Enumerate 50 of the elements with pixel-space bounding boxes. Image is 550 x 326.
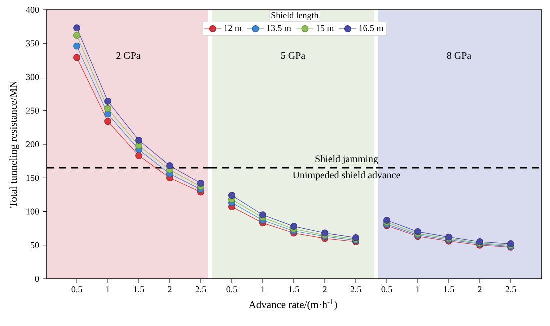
y-tick-label: 350	[26, 40, 40, 47]
y-tick-label: 300	[26, 74, 40, 80]
point	[74, 54, 81, 62]
x-tick-label: 1.5	[289, 286, 300, 293]
legend-label: 12 m	[224, 25, 242, 32]
point	[136, 136, 143, 144]
text: 5 GPa	[282, 52, 306, 60]
legend-title: Shield length	[272, 12, 319, 20]
point	[104, 98, 112, 105]
x-tick-label: 0.5	[72, 286, 82, 293]
y-tick-label: 50	[31, 242, 40, 248]
y-tick-label: 0	[35, 276, 40, 282]
point	[74, 32, 81, 40]
y-tick-label: 100	[26, 208, 40, 215]
legend-label: 15 m	[316, 25, 334, 32]
x-tick-label: 1	[262, 286, 265, 292]
point	[74, 24, 81, 32]
x-tick-label: 2.5	[506, 286, 516, 293]
x-tick-label: 1.5	[134, 286, 144, 293]
y-tick-label: 150	[26, 175, 40, 182]
x-tick-label: 0.5	[382, 286, 392, 293]
point	[290, 223, 298, 230]
point	[104, 105, 112, 112]
text: 2 GPa	[116, 52, 141, 60]
x-tick-label: 2	[478, 286, 482, 292]
point	[166, 162, 174, 170]
annotation: Unimpeded shield advance	[293, 172, 400, 181]
x-tick-label: 0.5	[226, 286, 238, 293]
point	[74, 42, 81, 50]
x-tick-label: 2	[323, 286, 327, 292]
x-tick-label: 2	[168, 286, 172, 292]
y-tick-label: 250	[26, 108, 40, 114]
point	[228, 192, 236, 200]
point	[136, 152, 143, 160]
x-tick-label: 2.5	[350, 286, 362, 293]
point	[198, 180, 205, 187]
y-tick-label: 400	[26, 6, 40, 14]
text: 8 GPa	[447, 52, 472, 60]
point	[104, 118, 112, 126]
y-tick-label: 200	[26, 141, 40, 148]
x-tick-label: 1.5	[444, 286, 454, 293]
ref-line-label: Shield jamming	[316, 155, 378, 165]
y-axis-title: Total tunneling resistance/MN	[10, 81, 20, 208]
x-axis-title: Advance rate/(m·h$^{-1}$)	[248, 299, 338, 310]
x-tick-label: 2.5	[196, 286, 206, 293]
legend-label: 13.5 m	[267, 25, 292, 32]
x-tick-label: 1	[416, 286, 420, 292]
x-tick-label: 1	[106, 286, 110, 292]
point	[260, 212, 267, 219]
legend-label: 16.5 m	[360, 25, 384, 32]
